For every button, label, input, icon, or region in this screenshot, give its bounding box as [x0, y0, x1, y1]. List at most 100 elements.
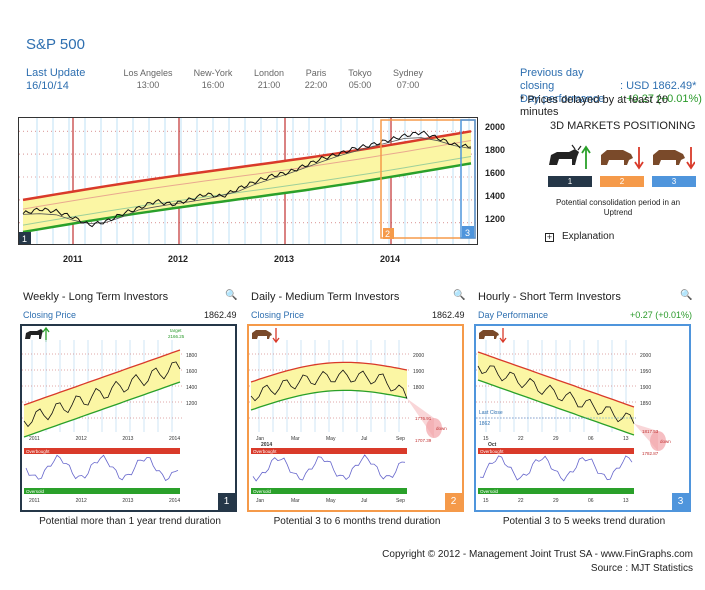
panel-y-tick: 1800: [186, 353, 197, 359]
panel-x-tick: Jan: [256, 436, 264, 442]
panel-hourly-corner: 3: [672, 493, 689, 510]
panel-band: [478, 352, 634, 435]
main-chart-band: [23, 131, 471, 232]
panel-y-tick: 1900: [413, 369, 424, 375]
source-text: Source : MJT Statistics: [590, 563, 693, 574]
panel-daily-sub-value: 1862.49: [432, 310, 465, 320]
panel-daily-svg: 2000 1900 1800 Jan Mar May Jul Sep 2014 1776.91 17…: [249, 328, 447, 504]
oscillator-x-tick: 2013: [122, 498, 133, 504]
panel-upper-envelope: [250, 361, 408, 383]
panel-x-tick: 2014: [169, 436, 180, 442]
explanation-toggle[interactable]: + Explanation: [545, 231, 614, 242]
panel-last-close-value: 1862: [479, 421, 490, 427]
position-box-3: 3: [652, 176, 696, 187]
panel-x-tick: May: [326, 436, 336, 442]
panel-x-year: 2014: [261, 442, 272, 448]
main-y-tick-1600: 1600: [485, 168, 506, 178]
panel-x-tick: 22: [518, 436, 524, 442]
oscillator-x-tick: 2011: [29, 498, 40, 504]
oscillator-line: [252, 454, 406, 482]
main-x-tick-2014: 2014: [380, 254, 401, 264]
panel-band: [251, 362, 407, 410]
main-y-tick-1800: 1800: [485, 145, 506, 155]
up-arrow-icon: [42, 326, 50, 342]
main-x-tick-2011: 2011: [63, 254, 83, 264]
price-summary: Previous day closing : USD 1862.49* Day p…: [520, 67, 702, 106]
panel-hourly-chart[interactable]: 2000 1950 1900 1850 15 22 29 06 13 Oct 1817.53 1782…: [474, 324, 691, 512]
panel-y-tick: 2000: [640, 353, 651, 359]
panel-weekly-chart[interactable]: 1800 1600 1400 1200 2011 2012 2013 2014 2166.25 t…: [20, 324, 237, 512]
panel-x-tick: 29: [553, 436, 559, 442]
panel-annotation-upper: 1776.91: [415, 416, 432, 421]
panel-x-tick: 06: [588, 436, 594, 442]
panel-weekly-svg: 1800 1600 1400 1200 2011 2012 2013 2014 2166.25t…: [22, 326, 197, 504]
position-box-2: 2: [600, 176, 644, 187]
overbought-label: Overbought: [253, 449, 277, 454]
panel-y-tick: 1800: [413, 385, 424, 391]
city-new-york: New-York 16:00: [193, 68, 233, 90]
down-arrow-icon: [499, 328, 507, 344]
position-box-1: 1: [548, 176, 592, 187]
oscillator-x-tick: 2012: [76, 498, 87, 504]
positioning-note: Potential consolidation period in an Upt…: [555, 198, 681, 217]
page-title: S&P 500: [26, 36, 85, 53]
city-los-angeles: Los Angeles 13:00: [123, 68, 173, 90]
bull-icon-1: [549, 144, 582, 165]
zoom-icon[interactable]: 🔍: [225, 290, 238, 301]
panel-weekly-sub-label: Closing Price: [23, 310, 77, 320]
city-paris: Paris 22:00: [304, 68, 328, 90]
main-price-line: [22, 130, 472, 228]
panel-hourly-title: Hourly - Short Term Investors: [478, 291, 621, 303]
panel-y-tick: 1400: [186, 385, 197, 391]
main-moving-average: [22, 137, 472, 225]
oscillator-line: [479, 455, 633, 482]
overbought-bar: [478, 448, 634, 454]
city-london: London 21:00: [253, 68, 285, 90]
panel-y-tick: 1950: [640, 369, 651, 375]
oversold-label: Oversold: [253, 489, 272, 494]
bear-icon: [479, 330, 499, 339]
bull-icon: [25, 329, 43, 339]
panel-hourly-sub-value: +0.27 (+0.01%): [630, 310, 693, 320]
panel-daily-title: Daily - Medium Term Investors: [251, 291, 400, 303]
panel-lower-envelope: [250, 389, 408, 411]
main-y-tick-1200: 1200: [485, 214, 506, 224]
panel-band: [24, 350, 180, 437]
overbought-bar: [24, 448, 180, 454]
day-perf-row: Day performance: +0.27 (+0.01%): [520, 93, 702, 106]
panel-annotation-upper: 1817.53: [642, 429, 659, 434]
down-arrow-icon-2: [686, 147, 695, 170]
panel-x-tick: Sep: [396, 436, 405, 442]
panel-weekly-caption: Potential more than 1 year trend duratio…: [39, 516, 221, 527]
main-chart[interactable]: 1 2 3: [18, 117, 478, 245]
panel-daily-chart[interactable]: 2000 1900 1800 Jan Mar May Jul Sep 2014 1776.91 17…: [247, 324, 464, 512]
zoom-icon-3[interactable]: 🔍: [680, 290, 693, 301]
panel-upper-envelope: [477, 351, 635, 408]
copyright-text: Copyright © 2012 - Management Joint Trus…: [382, 549, 693, 560]
city-tokyo: Tokyo 05:00: [348, 68, 372, 90]
main-mid-band-line: [22, 140, 472, 210]
main-y-tick-1400: 1400: [485, 191, 506, 201]
panel-x-tick: 2013: [122, 436, 133, 442]
main-corner-3-label: 3: [465, 228, 470, 238]
main-x-tick-2012: 2012: [168, 254, 189, 264]
prev-close-label: Previous day closing: [520, 67, 584, 92]
zoom-icon-2[interactable]: 🔍: [453, 290, 466, 301]
main-y-tick-2000: 2000: [485, 122, 506, 132]
main-corner-1-label: 1: [22, 234, 27, 244]
panel-y-tick: 1850: [640, 401, 651, 407]
explanation-label: Explanation: [562, 231, 615, 242]
panel-upper-envelope: [23, 349, 181, 406]
panel-lower-envelope: [23, 381, 181, 438]
panel-weekly-corner: 1: [218, 493, 235, 510]
main-chart-svg: 1 2 3: [19, 118, 477, 244]
bear-icon: [252, 330, 272, 339]
oversold-bar: [478, 488, 634, 494]
main-upper-envelope: [22, 130, 472, 202]
panel-target-label: target: [170, 328, 182, 333]
overbought-label: Overbought: [26, 449, 50, 454]
main-lower-envelope: [22, 162, 472, 234]
prev-close-value: : USD 1862.49*: [620, 80, 697, 92]
panel-x-tick: 2012: [76, 436, 87, 442]
bear-icon-3: [653, 150, 685, 165]
